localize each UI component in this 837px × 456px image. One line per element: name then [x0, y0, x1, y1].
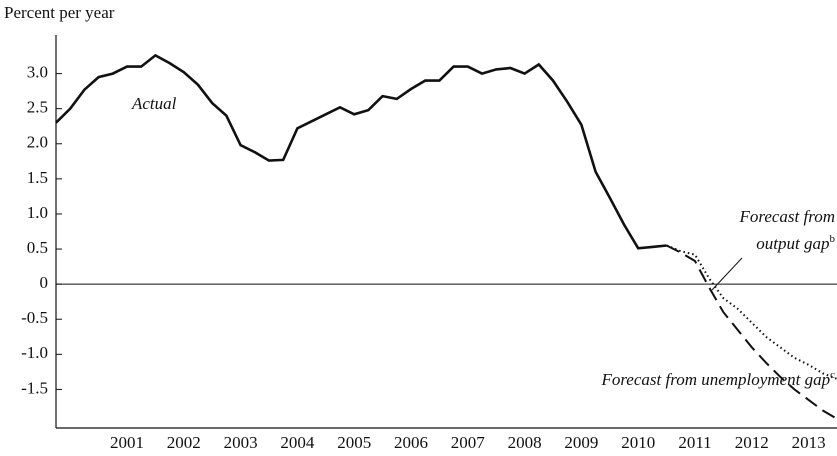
annotation: Actual: [131, 94, 177, 113]
y-tick-label: 0.5: [27, 238, 48, 257]
x-tick-label: 2013: [792, 433, 826, 452]
x-tick-label: 2003: [224, 433, 258, 452]
y-axis-label: Percent per year: [4, 3, 115, 22]
annotation-pointer: [711, 257, 743, 291]
y-tick-label: 1.0: [27, 203, 48, 222]
x-tick-label: 2008: [508, 433, 542, 452]
annotation: output gapb: [756, 233, 835, 253]
y-tick-label: 1.5: [27, 168, 48, 187]
x-tick-label: 2004: [280, 433, 315, 452]
x-tick-label: 2005: [337, 433, 371, 452]
x-tick-label: 2001: [110, 433, 144, 452]
annotation-superscript: b: [830, 233, 836, 245]
y-tick-label: -0.5: [21, 308, 48, 327]
y-tick-label: -1.0: [21, 343, 48, 362]
annotation-text: Forecast from unemployment gap: [600, 370, 830, 389]
annotation-text: output gap: [756, 234, 829, 253]
annotation: Forecast from unemployment gapc: [600, 369, 835, 389]
x-tick-label: 2010: [621, 433, 655, 452]
annotation-superscript: c: [830, 369, 835, 381]
annotation-text: Actual: [131, 94, 177, 113]
y-tick-label: 2.0: [27, 133, 48, 152]
series-line: [666, 244, 837, 380]
y-tick-label: 2.5: [27, 98, 48, 117]
x-tick-label: 2011: [678, 433, 711, 452]
y-tick-label: 3.0: [27, 63, 48, 82]
series-line: [666, 244, 837, 420]
x-tick-label: 2007: [451, 433, 486, 452]
y-tick-label: 0: [40, 273, 49, 292]
series-line: [55, 53, 667, 250]
y-tick-label: -1.5: [21, 378, 48, 397]
x-tick-label: 2006: [394, 433, 428, 452]
x-tick-label: 2012: [735, 433, 769, 452]
x-tick-label: 2009: [564, 433, 598, 452]
x-tick-label: 2002: [167, 433, 201, 452]
annotation: Forecast from: [738, 207, 835, 226]
annotation-text: Forecast from: [738, 207, 835, 226]
